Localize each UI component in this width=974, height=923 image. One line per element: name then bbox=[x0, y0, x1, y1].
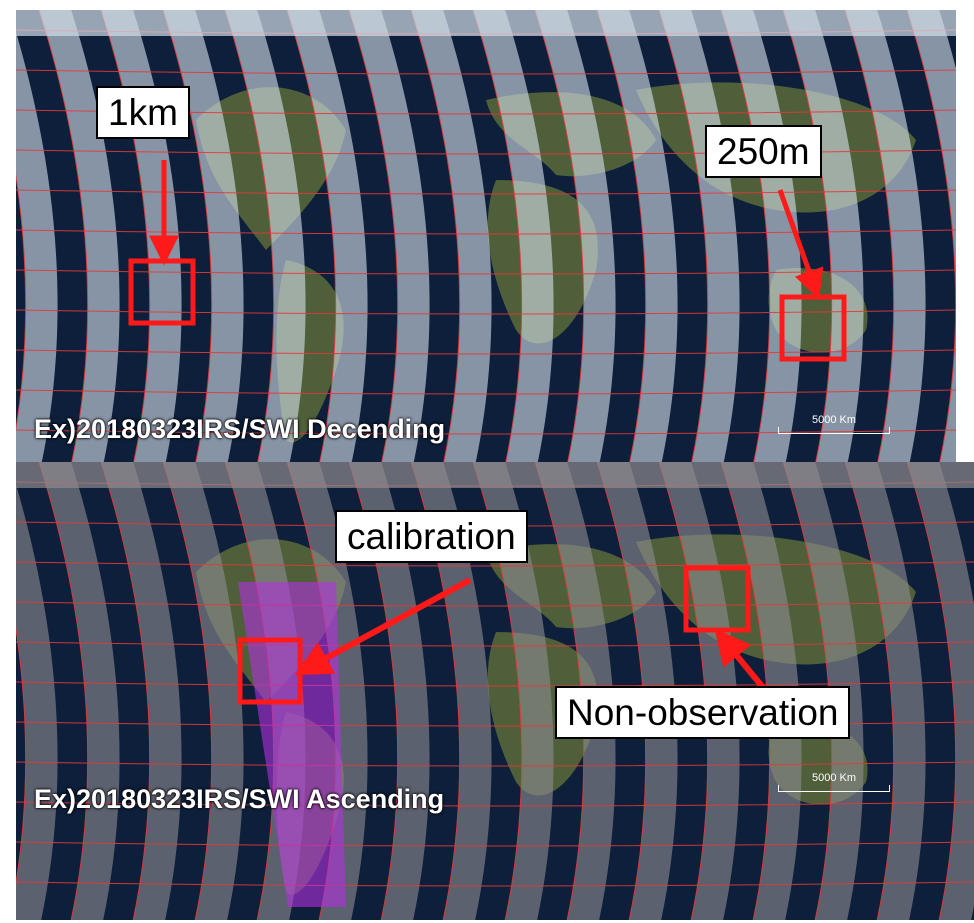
grid-line bbox=[16, 601, 974, 607]
scale-bar-line bbox=[778, 427, 890, 434]
grid-line bbox=[16, 761, 974, 767]
orbit-swath bbox=[845, 462, 926, 920]
ascending-caption: Ex)20180323IRS/SWI Ascending bbox=[34, 784, 445, 814]
descending-caption: Ex)20180323IRS/SWI Decending bbox=[34, 414, 446, 444]
orbit-swath bbox=[473, 10, 554, 465]
swath-edge bbox=[100, 462, 151, 920]
swath-edge bbox=[782, 10, 833, 465]
orbit-swath bbox=[907, 462, 974, 920]
orbit-swath bbox=[721, 462, 802, 920]
grid-line bbox=[16, 801, 974, 807]
orbit-swath bbox=[349, 10, 430, 465]
swath-edge bbox=[162, 462, 213, 920]
grid-line bbox=[16, 881, 974, 887]
swath-edge bbox=[844, 10, 895, 465]
orbit-swath bbox=[411, 10, 492, 465]
scale-bar-line bbox=[778, 785, 890, 792]
grid-line bbox=[16, 429, 956, 435]
polar-band bbox=[16, 462, 974, 488]
swath-edge bbox=[596, 10, 647, 465]
label-250m: 250m bbox=[705, 125, 822, 178]
swath-edge bbox=[16, 626, 27, 886]
orbit-swath bbox=[287, 10, 368, 465]
grid-line bbox=[16, 841, 974, 847]
swath-edge bbox=[38, 10, 89, 465]
orbit-swath bbox=[907, 10, 956, 465]
descending-map bbox=[16, 10, 956, 465]
label-non-observation: Non-observation bbox=[555, 686, 851, 739]
polar-band bbox=[16, 10, 956, 36]
grid-line bbox=[16, 229, 956, 235]
grid-line bbox=[16, 189, 956, 195]
orbit-swath bbox=[597, 10, 678, 465]
swath-edge bbox=[472, 10, 523, 465]
scale-bar-bottom: 5000 Km bbox=[778, 772, 890, 792]
scale-bar-top: 5000 Km bbox=[778, 414, 890, 434]
orbit-swath bbox=[535, 10, 616, 465]
scale-bar-label: 5000 Km bbox=[811, 414, 857, 426]
swath-edge bbox=[844, 462, 895, 920]
grid-line bbox=[16, 561, 974, 567]
swath-edge bbox=[906, 10, 956, 465]
orbit-swath bbox=[225, 10, 306, 465]
swath-edge bbox=[16, 173, 27, 431]
swath-edge bbox=[286, 10, 337, 465]
orbit-swath bbox=[16, 32, 58, 465]
swath-edge bbox=[720, 10, 771, 465]
swath-edge bbox=[100, 10, 151, 465]
orbit-swath bbox=[39, 462, 120, 920]
swath-edge bbox=[38, 462, 89, 920]
grid-line bbox=[16, 681, 974, 687]
grid-line bbox=[16, 69, 956, 75]
swath-edge bbox=[906, 462, 957, 920]
grid-line bbox=[16, 641, 974, 647]
swath-edge bbox=[534, 10, 585, 465]
orbit-swath bbox=[16, 484, 58, 920]
swath-edge bbox=[410, 10, 461, 465]
label-1km: 1km bbox=[96, 86, 190, 139]
swath-edge bbox=[224, 10, 275, 465]
orbit-swath bbox=[163, 10, 244, 465]
orbit-swath bbox=[659, 10, 740, 465]
orbit-swath bbox=[101, 462, 182, 920]
grid-line bbox=[16, 389, 956, 395]
swath-edge bbox=[162, 10, 213, 465]
label-calibration: calibration bbox=[335, 510, 528, 563]
scale-bar-label: 5000 Km bbox=[811, 772, 857, 784]
orbit-swath bbox=[163, 462, 244, 920]
descending-map-panel: Ex)20180323IRS/SWI Decending 5000 Km bbox=[16, 10, 956, 465]
swath-edge bbox=[348, 10, 399, 465]
orbit-swath bbox=[783, 462, 864, 920]
swath-edge bbox=[658, 10, 709, 465]
